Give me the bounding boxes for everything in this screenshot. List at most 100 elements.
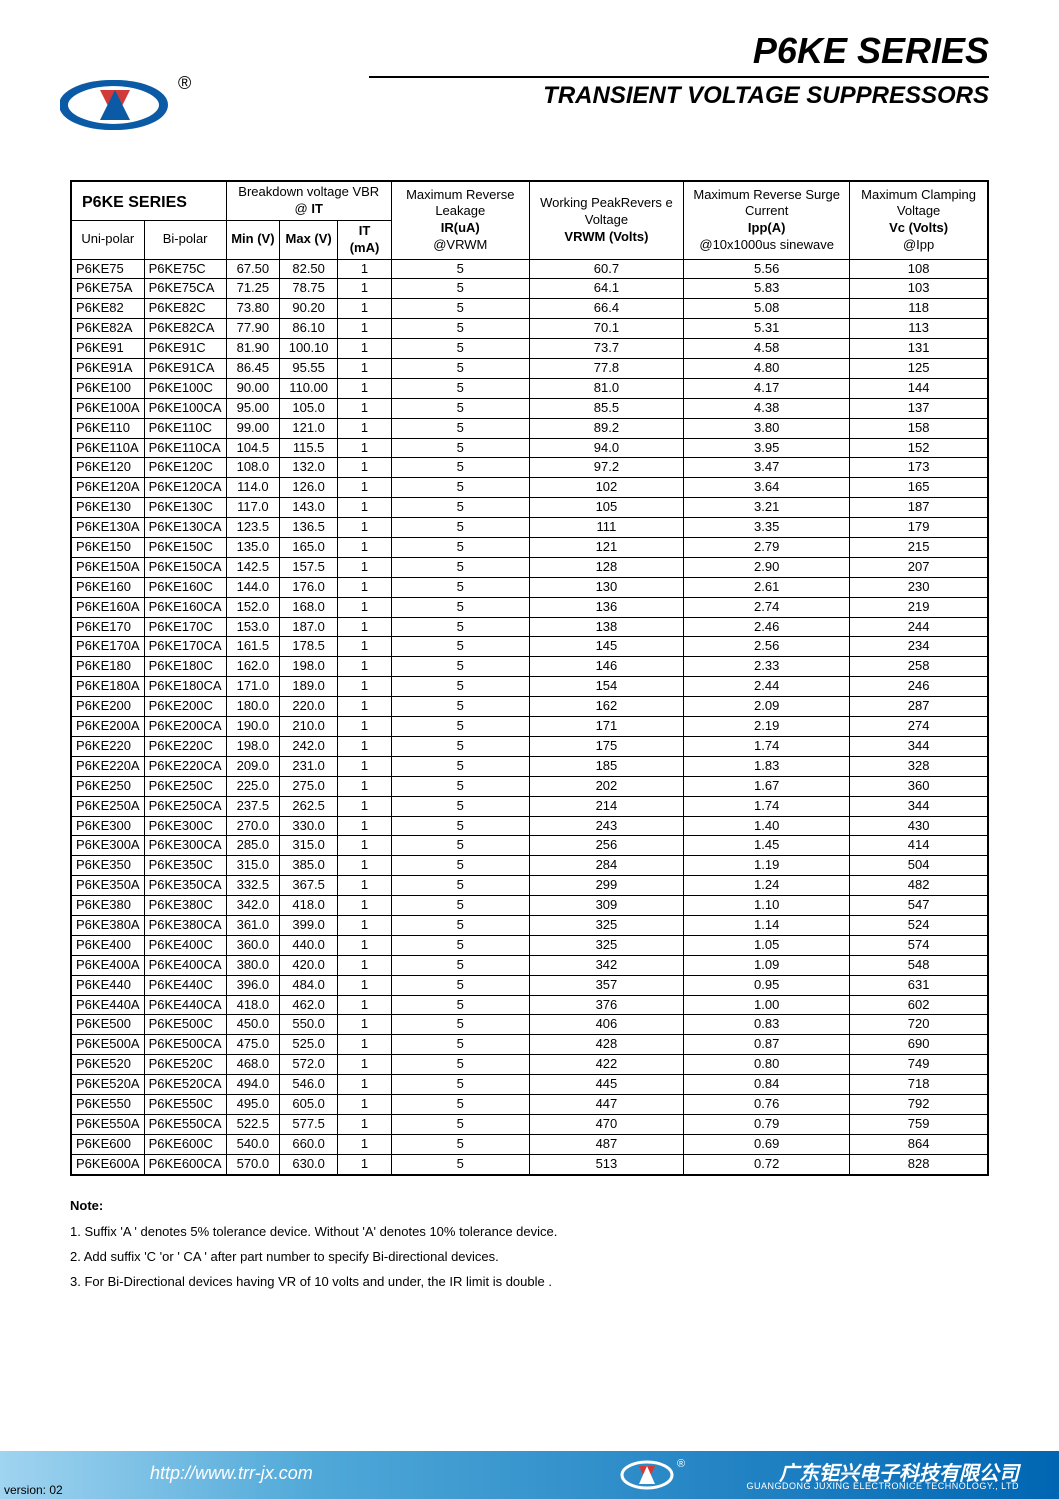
table-cell: 5: [391, 617, 529, 637]
table-cell: 115.5: [280, 438, 338, 458]
table-cell: P6KE82A: [71, 319, 144, 339]
table-cell: 108: [850, 259, 988, 279]
table-cell: 243: [529, 816, 684, 836]
table-cell: 570.0: [226, 1154, 280, 1174]
table-cell: 287: [850, 697, 988, 717]
spec-table: P6KE SERIES Breakdown voltage VBR @ IT M…: [70, 180, 989, 1176]
table-cell: P6KE180: [71, 657, 144, 677]
svg-text:®: ®: [178, 75, 191, 93]
hdr-breakdown-text: Breakdown voltage VBR @: [238, 184, 379, 216]
table-cell: 154: [529, 677, 684, 697]
table-cell: P6KE500: [71, 1015, 144, 1035]
table-row: P6KE150AP6KE150CA142.5157.5151282.90207: [71, 557, 988, 577]
table-cell: 73.80: [226, 299, 280, 319]
table-cell: P6KE130CA: [144, 518, 226, 538]
table-cell: 176.0: [280, 577, 338, 597]
table-cell: 470: [529, 1114, 684, 1134]
table-cell: P6KE250CA: [144, 796, 226, 816]
table-cell: P6KE220C: [144, 736, 226, 756]
table-cell: P6KE120A: [71, 478, 144, 498]
table-cell: 5: [391, 637, 529, 657]
table-cell: 0.95: [684, 975, 850, 995]
table-cell: 1: [338, 438, 392, 458]
table-cell: 190.0: [226, 717, 280, 737]
table-cell: P6KE600C: [144, 1134, 226, 1154]
table-cell: 187.0: [280, 617, 338, 637]
table-cell: P6KE130C: [144, 498, 226, 518]
table-cell: 450.0: [226, 1015, 280, 1035]
table-cell: 78.75: [280, 279, 338, 299]
table-cell: 1: [338, 597, 392, 617]
table-cell: 440.0: [280, 935, 338, 955]
table-cell: 5: [391, 975, 529, 995]
table-row: P6KE250AP6KE250CA237.5262.5152141.74344: [71, 796, 988, 816]
hdr-clamp-2: Vc (Volts): [889, 220, 948, 235]
table-cell: 66.4: [529, 299, 684, 319]
table-cell: 5: [391, 836, 529, 856]
table-cell: 572.0: [280, 1055, 338, 1075]
table-cell: 219: [850, 597, 988, 617]
table-cell: 90.20: [280, 299, 338, 319]
table-cell: 77.90: [226, 319, 280, 339]
table-cell: 130: [529, 577, 684, 597]
table-cell: P6KE500C: [144, 1015, 226, 1035]
table-cell: 5: [391, 518, 529, 538]
table-cell: P6KE440A: [71, 995, 144, 1015]
table-cell: P6KE220: [71, 736, 144, 756]
table-cell: 548: [850, 955, 988, 975]
table-cell: 5: [391, 657, 529, 677]
table-cell: P6KE82C: [144, 299, 226, 319]
table-cell: 1: [338, 378, 392, 398]
table-cell: 274: [850, 717, 988, 737]
table-cell: 165: [850, 478, 988, 498]
table-cell: P6KE600: [71, 1134, 144, 1154]
table-cell: 344: [850, 736, 988, 756]
table-row: P6KE91P6KE91C81.90100.101573.74.58131: [71, 339, 988, 359]
table-cell: P6KE520: [71, 1055, 144, 1075]
table-cell: P6KE82: [71, 299, 144, 319]
table-cell: P6KE100A: [71, 398, 144, 418]
page-header: ® P6KE SERIES TRANSIENT VOLTAGE SUPPRESS…: [0, 0, 1059, 120]
table-row: P6KE170P6KE170C153.0187.0151382.46244: [71, 617, 988, 637]
table-cell: 749: [850, 1055, 988, 1075]
table-cell: 125: [850, 359, 988, 379]
table-cell: P6KE440C: [144, 975, 226, 995]
table-cell: 5: [391, 359, 529, 379]
table-cell: 546.0: [280, 1075, 338, 1095]
table-cell: 1: [338, 816, 392, 836]
table-cell: 5: [391, 1055, 529, 1075]
hdr-leakage: Maximum Reverse Leakage IR(uA) @VRWM: [391, 181, 529, 259]
table-cell: 792: [850, 1094, 988, 1114]
table-cell: 690: [850, 1035, 988, 1055]
table-row: P6KE520P6KE520C468.0572.0154220.80749: [71, 1055, 988, 1075]
table-cell: 128: [529, 557, 684, 577]
table-row: P6KE180P6KE180C162.0198.0151462.33258: [71, 657, 988, 677]
table-cell: 207: [850, 557, 988, 577]
table-cell: 357: [529, 975, 684, 995]
table-row: P6KE550AP6KE550CA522.5577.5154700.79759: [71, 1114, 988, 1134]
table-cell: 2.33: [684, 657, 850, 677]
table-row: P6KE130AP6KE130CA123.5136.5151113.35179: [71, 518, 988, 538]
table-cell: 1.74: [684, 796, 850, 816]
table-cell: 3.21: [684, 498, 850, 518]
hdr-minv: Min (V): [226, 220, 280, 259]
table-cell: 5.08: [684, 299, 850, 319]
table-cell: 258: [850, 657, 988, 677]
table-cell: 5: [391, 279, 529, 299]
footer-company-en: GUANGDONG JUXING ELECTRONICE TECHNOLOGY.…: [746, 1481, 1019, 1491]
table-cell: 162.0: [226, 657, 280, 677]
table-cell: 1: [338, 1134, 392, 1154]
table-cell: 118: [850, 299, 988, 319]
table-cell: 422: [529, 1055, 684, 1075]
table-cell: 3.35: [684, 518, 850, 538]
table-cell: 1: [338, 478, 392, 498]
table-cell: 105: [529, 498, 684, 518]
hdr-peak-1: Working PeakRevers e Voltage: [540, 195, 673, 227]
table-cell: 720: [850, 1015, 988, 1035]
table-cell: 152: [850, 438, 988, 458]
table-cell: 430: [850, 816, 988, 836]
table-cell: 5: [391, 378, 529, 398]
table-cell: 540.0: [226, 1134, 280, 1154]
table-cell: 138: [529, 617, 684, 637]
table-cell: 81.0: [529, 378, 684, 398]
